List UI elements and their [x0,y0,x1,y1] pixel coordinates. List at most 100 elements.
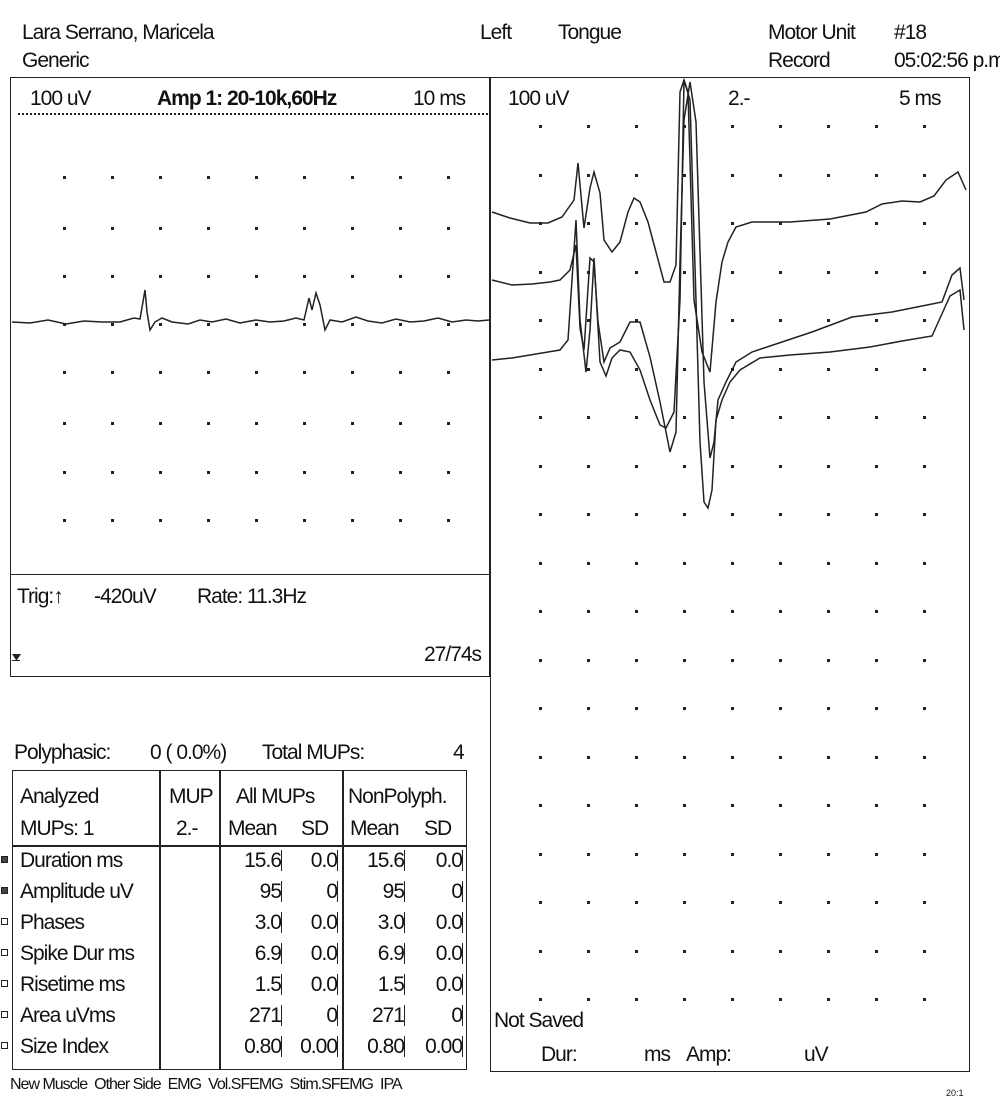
mode-label: Motor Unit [768,21,856,44]
right-grid-dot [587,416,590,419]
left-grid-dot [351,519,354,522]
row-checkbox[interactable] [1,1011,8,1018]
row-checkbox[interactable] [1,980,8,987]
right-grid-dot [779,416,782,419]
right-grid-dot [587,901,590,904]
stat-row-label[interactable]: Phases [20,911,85,934]
duration-unit: ms [644,1043,671,1066]
trigger-info-panel [10,574,490,677]
footer-button[interactable]: Stim.SFEMG [289,1076,374,1093]
right-grid-dot [827,756,830,759]
row-checkbox[interactable] [1,856,8,863]
mode-sub-label: Record [768,49,831,72]
left-grid-dot [207,471,210,474]
right-grid-dot [635,998,638,1001]
stat-value-all-mean: 1.5 [221,974,282,995]
right-grid-dot [875,950,878,953]
right-grid-dot [779,174,782,177]
stat-value-np-mean: 0.80 [344,1036,405,1057]
stat-value-all-mean: 3.0 [221,912,282,933]
right-grid-dot [635,125,638,128]
right-grid-dot [779,901,782,904]
right-grid-dot [779,610,782,613]
stat-value-np-sd: 0.0 [402,943,463,964]
left-grid-dot [303,422,306,425]
right-grid-dot [923,416,926,419]
right-grid-dot [539,319,542,322]
patient-name: Lara Serrano, Maricela [22,21,215,44]
stat-row-label[interactable]: Spike Dur ms [20,942,135,965]
right-grid-dot [539,901,542,904]
right-grid-dot [779,222,782,225]
row-checkbox[interactable] [1,1042,8,1049]
left-grid-dot [207,227,210,230]
mup-superimposed-panel[interactable] [490,77,970,1072]
left-sensitivity[interactable]: 100 uV [30,87,92,110]
stat-row-label[interactable]: Risetime ms [20,973,126,996]
stat-value-np-mean: 6.9 [344,943,405,964]
left-grid-dot [399,471,402,474]
left-grid-dot [207,323,210,326]
left-grid-dot [351,422,354,425]
stat-value-np-mean: 3.0 [344,912,405,933]
right-grid-dot [779,998,782,1001]
polyphasic-label: Polyphasic: [14,741,111,764]
mup-trace-3 [491,79,965,510]
right-grid-dot [779,513,782,516]
left-grid-dot [63,275,66,278]
stat-value-all-mean: 0.80 [221,1036,282,1057]
row-checkbox[interactable] [1,949,8,956]
right-grid-dot [875,416,878,419]
footer-button[interactable]: New Muscle [10,1076,88,1093]
header-mup-id: 2.- [176,817,198,840]
header-all-mean: Mean [228,817,278,840]
left-grid-dot [351,275,354,278]
stat-row-label[interactable]: Size Index [20,1035,109,1058]
trigger-value[interactable]: -420uV [94,585,157,608]
stat-value-np-sd: 0.0 [402,912,463,933]
right-grid-dot [875,271,878,274]
scroll-down-icon[interactable] [12,652,21,661]
right-grid-dot [683,998,686,1001]
left-grid-dot [351,371,354,374]
amplitude-unit: uV [804,1043,829,1066]
stat-row-label[interactable]: Area uVms [20,1004,116,1027]
right-grid-dot [827,416,830,419]
right-grid-dot [827,465,830,468]
row-checkbox[interactable] [1,918,8,925]
right-grid-dot [683,513,686,516]
left-grid-dot [351,471,354,474]
left-sweep-speed[interactable]: 10 ms [413,87,466,110]
right-grid-dot [635,610,638,613]
footer-button[interactable]: Other Side [94,1076,161,1093]
footer-button[interactable]: EMG [167,1076,202,1093]
right-grid-dot [827,659,830,662]
footer-button[interactable]: Vol.SFEMG [208,1076,284,1093]
row-checkbox[interactable] [1,887,8,894]
right-sensitivity[interactable]: 100 uV [508,87,570,110]
right-grid-dot [875,125,878,128]
trigger-level-line[interactable] [18,113,488,115]
right-grid-dot [683,174,686,177]
amplifier-settings[interactable]: Amp 1: 20-10k,60Hz [157,87,337,110]
right-grid-dot [875,513,878,516]
right-grid-dot [635,174,638,177]
amplitude-label: Amp: [686,1043,732,1066]
right-grid-dot [683,853,686,856]
stat-value-all-mean: 6.9 [221,943,282,964]
right-grid-dot [539,174,542,177]
right-grid-dot [827,950,830,953]
footer-button[interactable]: IPA [380,1076,403,1093]
right-grid-dot [587,368,590,371]
right-grid-dot [923,319,926,322]
right-grid-dot [827,319,830,322]
right-grid-dot [635,319,638,322]
right-grid-dot [683,610,686,613]
stat-value-np-mean: 1.5 [344,974,405,995]
right-grid-dot [731,174,734,177]
left-grid-dot [159,227,162,230]
stat-row-label[interactable]: Duration ms [20,849,123,872]
right-grid-dot [779,853,782,856]
stat-row-label[interactable]: Amplitude uV [20,880,134,903]
right-sweep-speed[interactable]: 5 ms [899,87,942,110]
